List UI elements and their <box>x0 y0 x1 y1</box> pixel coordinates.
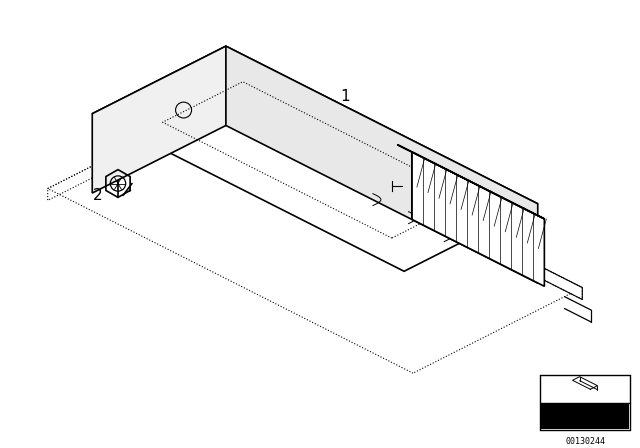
Polygon shape <box>217 103 582 300</box>
Text: 1: 1 <box>340 89 350 104</box>
Polygon shape <box>226 46 538 283</box>
Polygon shape <box>412 152 545 286</box>
Polygon shape <box>541 404 629 429</box>
Text: 00130244: 00130244 <box>565 437 605 447</box>
Text: 2: 2 <box>92 188 102 203</box>
Polygon shape <box>92 46 226 193</box>
Polygon shape <box>397 145 545 219</box>
Polygon shape <box>92 46 538 271</box>
